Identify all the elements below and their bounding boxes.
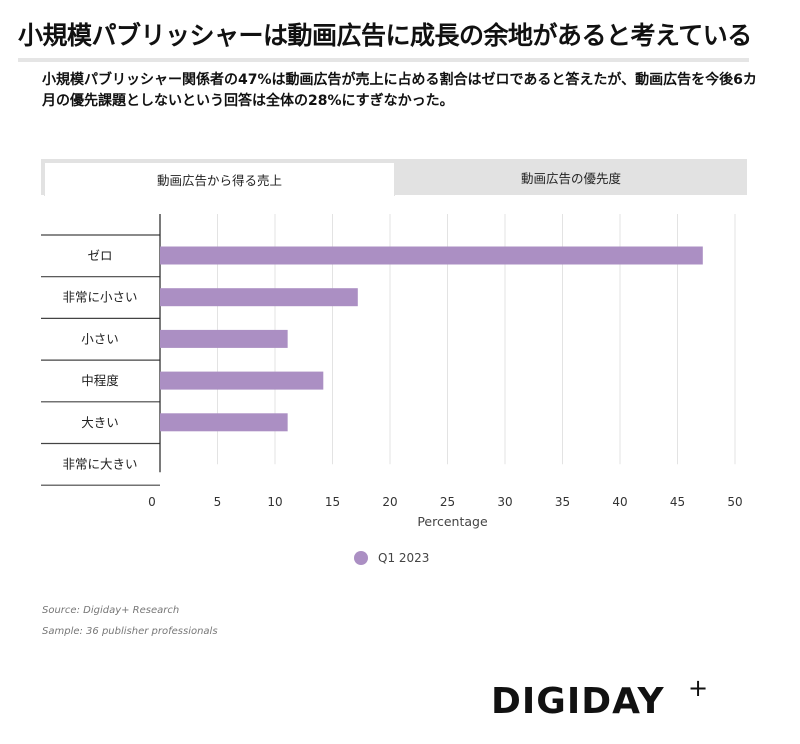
- category-label: 大きい: [81, 415, 119, 430]
- chart-tabs: 動画広告から得る売上 動画広告の優先度: [41, 159, 747, 196]
- category-label: 非常に小さい: [62, 290, 137, 305]
- chart-subtitle: 小規模パブリッシャー関係者の47%は動画広告が売上に占める割合はゼロであると答え…: [42, 72, 757, 109]
- x-tick-label: 0: [148, 495, 156, 509]
- category-label: 小さい: [81, 331, 119, 346]
- x-tick-label: 30: [497, 495, 512, 509]
- x-tick-label: 50: [727, 495, 742, 509]
- legend-swatch: [354, 551, 368, 565]
- title-divider: [18, 58, 749, 62]
- x-tick-label: 20: [382, 495, 397, 509]
- x-tick-label: 15: [325, 495, 340, 509]
- x-tick-label: 40: [612, 495, 627, 509]
- x-tick-label: 45: [670, 495, 685, 509]
- sample-line: Sample: 36 publisher professionals: [42, 626, 218, 637]
- chart-title: 小規模パブリッシャーは動画広告に成長の余地があると考えている: [18, 21, 752, 50]
- tab-video-ad-priority[interactable]: 動画広告の優先度: [520, 170, 621, 186]
- digiday-logo-plus: +: [688, 674, 709, 702]
- bar: [160, 288, 358, 307]
- bar: [160, 371, 324, 390]
- x-tick-label: 25: [440, 495, 455, 509]
- bar: [160, 246, 703, 265]
- source-line: Source: Digiday+ Research: [42, 605, 180, 616]
- bar: [160, 413, 288, 432]
- digiday-logo: DIGIDAY: [491, 681, 665, 722]
- category-label: ゼロ: [87, 248, 112, 263]
- x-tick-label: 5: [214, 495, 222, 509]
- x-axis-label: Percentage: [417, 514, 488, 529]
- legend: Q1 2023: [354, 551, 429, 565]
- source-note: Source: Digiday+ Research Sample: 36 pub…: [42, 600, 218, 642]
- x-tick-label: 10: [267, 495, 282, 509]
- category-label: 中程度: [81, 373, 119, 388]
- bar: [160, 329, 288, 348]
- tab-video-ad-revenue[interactable]: 動画広告から得る売上: [44, 162, 395, 196]
- x-tick-label: 35: [555, 495, 570, 509]
- legend-label: Q1 2023: [378, 551, 430, 565]
- category-label: 非常に大きい: [62, 457, 137, 472]
